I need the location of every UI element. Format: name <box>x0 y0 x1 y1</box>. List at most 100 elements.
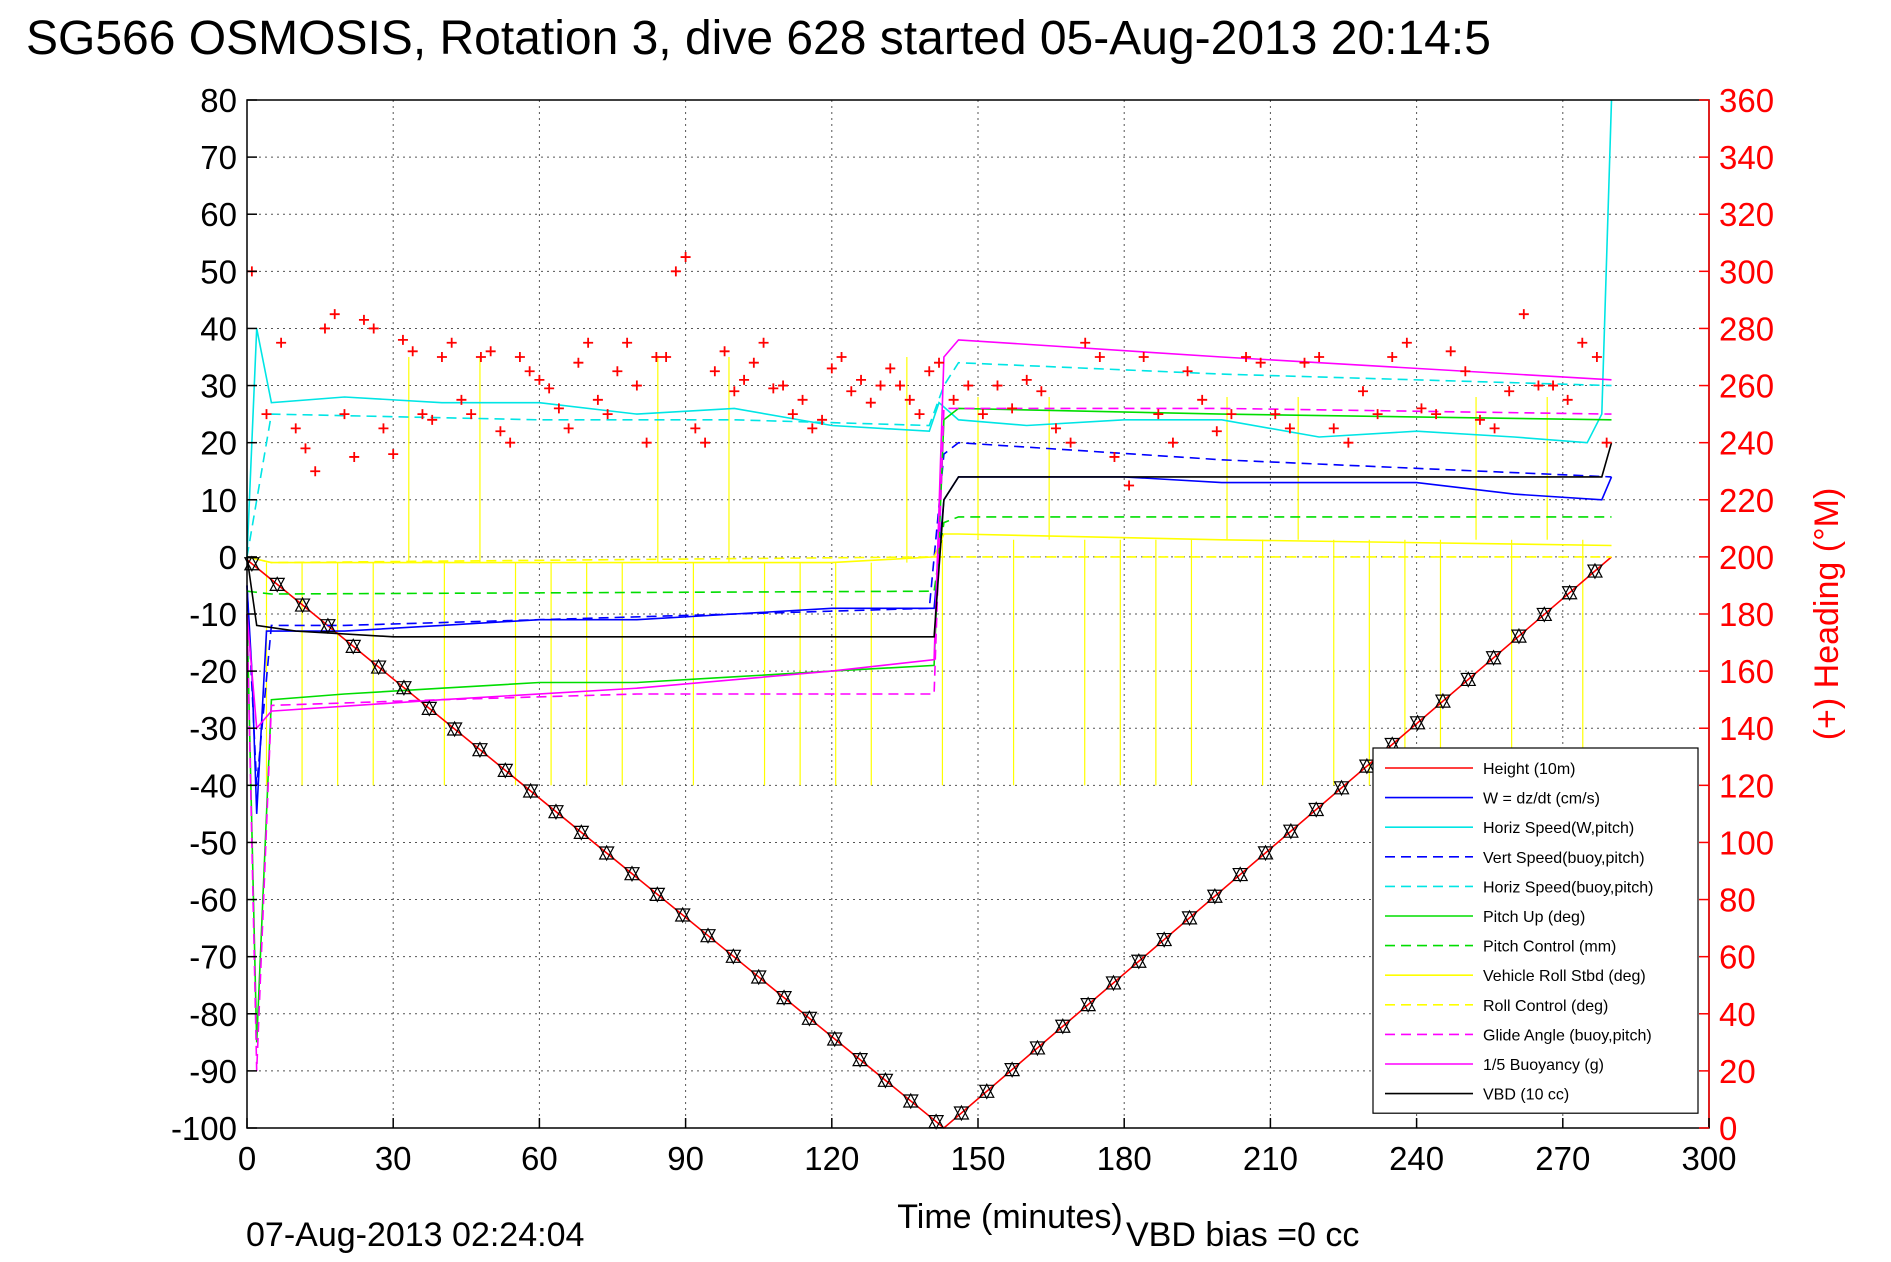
y2-tick-label: 360 <box>1719 82 1774 119</box>
y2-tick-label: 180 <box>1719 596 1774 633</box>
height-marker <box>674 906 691 924</box>
heading-point <box>1241 352 1252 362</box>
height-marker <box>852 1051 869 1068</box>
legend-label: Glide Angle (buoy,pitch) <box>1483 1027 1652 1044</box>
series-line <box>246 441 1612 786</box>
heading-point <box>631 380 642 391</box>
height-marker <box>1485 649 1502 667</box>
heading-point <box>1270 409 1281 420</box>
height-marker <box>1308 801 1325 818</box>
y2-tick-label: 240 <box>1719 425 1774 462</box>
y2-tick-label: 340 <box>1719 139 1774 176</box>
heading-point <box>1109 451 1120 462</box>
heading-point <box>276 337 287 348</box>
heading-point <box>495 426 506 437</box>
height-marker <box>547 803 564 820</box>
heading-point <box>573 357 584 368</box>
heading-point <box>1255 357 1266 368</box>
height-marker <box>370 658 387 676</box>
x-tick-label: 120 <box>804 1140 859 1177</box>
series-line <box>246 407 1612 1043</box>
y2-tick-label: 120 <box>1719 767 1774 804</box>
legend-label: Pitch Up (deg) <box>1483 909 1585 926</box>
roll-spikes <box>265 357 1584 786</box>
series-line <box>246 442 1613 638</box>
x-tick-label: 0 <box>238 1140 256 1177</box>
legend: Height (10m) W = dz/dt (cm/s) Horiz Speed(… <box>1372 747 1699 1114</box>
y-tick-label: -10 <box>189 596 237 633</box>
heading-point <box>690 423 701 434</box>
heading-point <box>924 366 935 377</box>
heading-point <box>836 352 847 362</box>
heading-point <box>934 357 945 368</box>
heading-point <box>846 386 857 397</box>
heading-point <box>514 352 525 362</box>
height-marker <box>294 596 311 614</box>
x-tick-label: 60 <box>521 1140 558 1177</box>
y-tick-label: 80 <box>200 82 237 119</box>
height-marker <box>1232 866 1249 883</box>
height-marker <box>1054 1018 1071 1035</box>
heading-point <box>583 337 594 348</box>
heading-point <box>1153 409 1164 420</box>
heading-point <box>602 409 613 420</box>
height-marker <box>345 638 362 655</box>
height-marker <box>1434 692 1451 710</box>
heading-point <box>904 394 915 405</box>
legend-label: Vehicle Roll Stbd (deg) <box>1483 968 1646 985</box>
y-tick-label: 70 <box>200 139 237 176</box>
heading-point <box>544 383 555 394</box>
heading-point <box>807 423 818 434</box>
y-tick-label: 50 <box>200 253 237 290</box>
footer-vbd-bias: VBD bias =0 cc <box>1126 1216 1359 1254</box>
heading-point <box>739 374 750 385</box>
x-tick-label: 240 <box>1389 1140 1444 1177</box>
heading-point <box>787 409 798 420</box>
heading-point <box>300 443 311 454</box>
height-marker <box>497 762 514 779</box>
height-marker <box>243 555 260 572</box>
heading-point <box>963 380 974 391</box>
height-marker <box>1333 779 1350 797</box>
heading-point <box>977 409 988 420</box>
height-marker <box>269 576 286 593</box>
height-marker <box>319 617 336 634</box>
height-marker <box>801 1010 818 1027</box>
x-tick-label: 90 <box>667 1140 704 1177</box>
series-line <box>246 99 1613 557</box>
heading-point <box>1343 437 1354 448</box>
heading-point <box>475 352 486 362</box>
heading-point <box>1036 386 1047 397</box>
y-tick-label: -40 <box>189 767 237 804</box>
height-marker <box>471 741 488 758</box>
x-tick-label: 210 <box>1243 1140 1298 1177</box>
heading-point <box>368 323 379 334</box>
heading-point <box>1138 352 1149 362</box>
heading-point <box>1416 403 1427 414</box>
y-tick-label: -80 <box>189 996 237 1033</box>
height-marker <box>1206 887 1223 905</box>
heading-point <box>1533 380 1544 391</box>
heading-point <box>592 394 603 405</box>
heading-point <box>1080 337 1091 348</box>
heading-point <box>407 346 418 357</box>
heading-point <box>339 409 350 420</box>
legend-label: Horiz Speed(buoy,pitch) <box>1483 879 1653 896</box>
x-axis-label: Time (minutes) <box>897 1198 1122 1236</box>
footer-timestamp: 07-Aug-2013 02:24:04 <box>246 1216 584 1254</box>
heading-point <box>797 394 808 405</box>
legend-label: Vert Speed(buoy,pitch) <box>1483 850 1645 867</box>
y2-tick-label: 20 <box>1719 1053 1756 1090</box>
height-marker <box>776 989 793 1006</box>
heading-point <box>661 352 672 362</box>
heading-point <box>310 466 321 477</box>
height-marker <box>1080 996 1097 1013</box>
legend-label: Pitch Control (mm) <box>1483 939 1616 956</box>
heading-point <box>1577 337 1588 348</box>
x-tick-label: 180 <box>1097 1140 1152 1177</box>
chart-title: SG566 OSMOSIS, Rotation 3, dive 628 star… <box>26 12 1491 65</box>
heading-point <box>1314 352 1325 362</box>
x-tick-label: 30 <box>375 1140 412 1177</box>
y-tick-label: -60 <box>189 882 237 919</box>
legend-label: Roll Control (deg) <box>1483 998 1608 1015</box>
